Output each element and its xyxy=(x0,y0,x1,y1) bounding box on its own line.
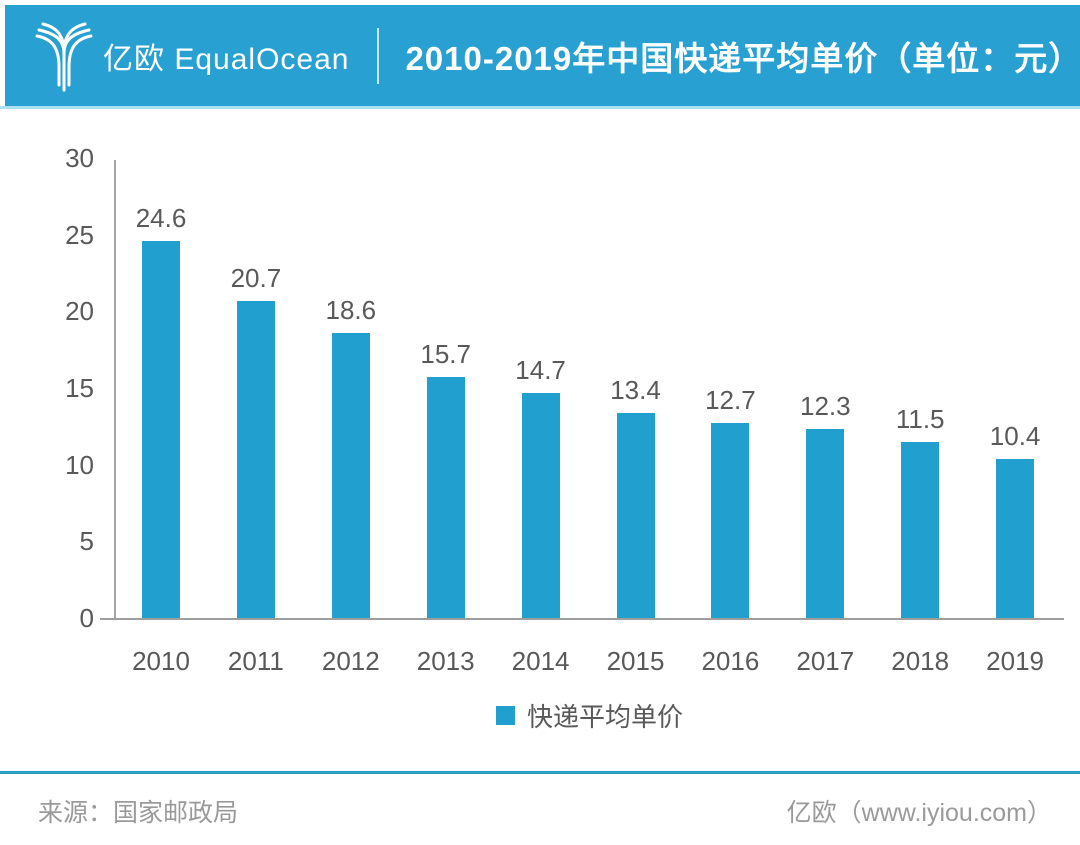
brand-name: 亿欧 EqualOcean xyxy=(103,42,350,76)
bar xyxy=(426,377,465,618)
bar-value-label: 12.7 xyxy=(705,385,756,416)
bar-value-label: 15.7 xyxy=(420,339,471,370)
bar xyxy=(616,412,655,618)
x-tick-label: 2012 xyxy=(321,646,380,676)
source-text: 来源：国家邮政局 xyxy=(38,799,239,827)
y-tick-label: 10 xyxy=(65,449,94,480)
y-tick-label: 0 xyxy=(79,603,94,633)
x-tick-label: 2019 xyxy=(986,646,1045,676)
x-tick-label: 2018 xyxy=(891,646,950,676)
bar xyxy=(996,458,1035,618)
bar-value-label: 10.4 xyxy=(989,420,1041,451)
bar-value-label: 11.5 xyxy=(895,403,945,434)
footer-divider xyxy=(0,771,1080,774)
bar xyxy=(236,300,275,618)
y-axis-line xyxy=(114,160,116,620)
y-tick-label: 15 xyxy=(65,373,94,403)
y-tick-label: 25 xyxy=(65,219,94,250)
x-tick-label: 2010 xyxy=(132,646,190,676)
footer: 来源：国家邮政局 亿欧（www.iyiou.com） xyxy=(38,793,1052,829)
bar-value-label: 20.7 xyxy=(230,262,282,293)
bar-value-label: 14.7 xyxy=(515,354,566,385)
bar xyxy=(521,392,560,618)
bar-value-label: 13.4 xyxy=(610,374,661,405)
y-tick-label: 20 xyxy=(65,296,94,327)
y-tick-label: 30 xyxy=(65,143,94,173)
page-title: 2010-2019年中国快递平均单价（单位：元） xyxy=(405,39,1080,77)
bar xyxy=(711,423,750,618)
header-banner: 亿欧 EqualOcean 2010-2019年中国快递平均单价（单位：元） xyxy=(5,5,1080,106)
x-tick-label: 2013 xyxy=(416,646,475,676)
banner-underline xyxy=(0,106,1080,109)
x-tick-label: 2015 xyxy=(606,646,665,676)
legend-label: 快递平均单价 xyxy=(526,702,683,732)
bar xyxy=(331,332,370,618)
bar xyxy=(142,240,180,618)
bar-value-label: 12.3 xyxy=(799,391,851,422)
bar xyxy=(806,429,845,618)
bar-chart: 30 25 20 15 10 5 0 24.6 20.7 18.6 15.7 14.7 13.4 12.… xyxy=(0,109,1080,769)
x-axis-line xyxy=(100,618,1064,620)
y-tick-label: 5 xyxy=(79,526,94,557)
x-tick-label: 2017 xyxy=(796,646,855,676)
x-tick-label: 2011 xyxy=(227,646,284,676)
legend: 快递平均单价 xyxy=(115,697,1064,734)
bar xyxy=(901,441,940,618)
equalocean-logo-icon xyxy=(35,22,93,91)
x-tick-label: 2016 xyxy=(701,646,760,676)
x-tick-label: 2014 xyxy=(511,646,570,676)
bar-value-label: 24.6 xyxy=(135,202,187,233)
bar-value-label: 18.6 xyxy=(325,294,377,325)
site-text: 亿欧（www.iyiou.com） xyxy=(786,799,1052,827)
legend-swatch xyxy=(495,706,515,725)
header-divider xyxy=(377,27,380,84)
